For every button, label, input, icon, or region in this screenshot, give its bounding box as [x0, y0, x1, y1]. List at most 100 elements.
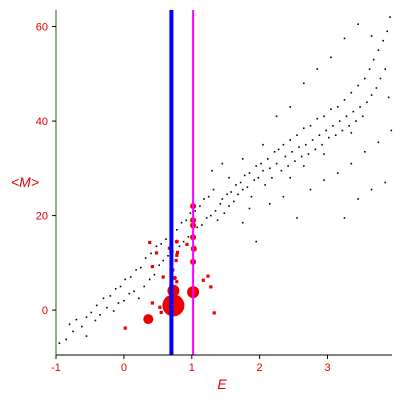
- data-point: [362, 115, 364, 118]
- data-point: [158, 305, 162, 309]
- data-point: [175, 250, 180, 254]
- data-point: [165, 238, 167, 240]
- data-point: [123, 326, 127, 330]
- data-point: [243, 174, 246, 177]
- data-point: [271, 177, 273, 179]
- data-point: [143, 314, 154, 325]
- data-point: [289, 177, 291, 179]
- data-point: [114, 288, 117, 290]
- data-point: [350, 91, 353, 94]
- data-point: [72, 330, 74, 333]
- data-point: [65, 338, 67, 341]
- data-point: [289, 106, 291, 108]
- data-point: [150, 265, 154, 269]
- data-point: [172, 276, 177, 280]
- data-point: [384, 181, 386, 184]
- x-axis-title: E: [217, 376, 227, 392]
- data-point: [223, 212, 226, 214]
- data-point: [175, 253, 179, 257]
- data-point: [336, 106, 339, 108]
- data-point: [58, 342, 61, 344]
- data-point: [196, 226, 198, 229]
- data-point: [262, 143, 264, 146]
- data-point: [140, 266, 142, 269]
- data-point: [212, 188, 215, 191]
- y-axis-title: <M>: [11, 174, 39, 190]
- data-point: [364, 151, 366, 153]
- x-tick-label: 0: [121, 362, 127, 374]
- data-point: [212, 311, 216, 315]
- data-point: [216, 219, 219, 222]
- data-point: [390, 129, 393, 132]
- data-point: [316, 117, 319, 120]
- data-point: [386, 30, 388, 33]
- data-point: [94, 319, 97, 322]
- data-point: [138, 297, 140, 300]
- plot-area: [58, 10, 393, 355]
- data-point: [160, 243, 162, 245]
- data-point: [343, 217, 346, 219]
- data-point: [148, 240, 152, 245]
- y-tick-label: 40: [36, 116, 48, 128]
- data-point: [370, 94, 373, 96]
- data-point: [300, 155, 303, 158]
- data-point: [159, 310, 163, 315]
- data-point: [95, 304, 98, 307]
- data-point: [194, 210, 196, 212]
- data-point: [85, 316, 88, 318]
- data-point: [343, 37, 346, 40]
- data-point: [382, 39, 384, 42]
- data-point: [275, 162, 278, 165]
- data-point: [359, 106, 361, 108]
- data-point: [205, 217, 208, 219]
- data-point: [357, 23, 359, 25]
- data-point: [211, 169, 213, 172]
- data-point: [185, 219, 188, 222]
- data-point: [124, 278, 126, 281]
- data-point: [364, 77, 366, 80]
- data-point: [106, 306, 108, 309]
- data-point: [187, 236, 190, 238]
- data-point: [284, 155, 287, 158]
- data-point: [384, 68, 386, 70]
- x-tick-label: 3: [324, 362, 330, 374]
- data-point: [375, 87, 378, 89]
- data-point: [185, 242, 189, 246]
- data-point: [239, 181, 242, 184]
- y-axis-ticks: 0 20 40 60: [36, 22, 56, 317]
- data-point: [144, 257, 147, 259]
- data-point: [357, 198, 359, 200]
- data-point: [370, 188, 373, 191]
- data-point: [372, 58, 375, 61]
- data-point: [180, 221, 183, 224]
- data-point: [269, 203, 271, 205]
- data-point: [102, 297, 105, 300]
- data-point: [303, 82, 305, 85]
- x-tick-label: -1: [51, 362, 61, 374]
- data-point: [296, 217, 298, 219]
- data-point: [109, 295, 112, 297]
- data-point: [150, 252, 152, 255]
- data-point: [350, 162, 353, 165]
- data-point: [228, 205, 230, 207]
- data-point: [350, 132, 353, 134]
- data-point: [237, 193, 239, 196]
- data-point: [311, 139, 314, 141]
- data-point: [289, 139, 291, 141]
- data-point: [305, 143, 307, 146]
- data-point: [176, 229, 178, 231]
- data-point: [303, 127, 305, 129]
- data-point: [161, 275, 165, 279]
- data-point: [219, 203, 222, 205]
- data-point: [155, 245, 158, 248]
- data-point: [309, 188, 312, 191]
- data-point: [178, 245, 181, 248]
- data-point: [323, 115, 325, 118]
- data-point: [241, 221, 244, 224]
- data-point: [307, 153, 310, 155]
- data-point: [280, 169, 283, 172]
- data-point: [246, 186, 249, 188]
- data-point: [148, 278, 151, 281]
- data-point: [123, 299, 125, 302]
